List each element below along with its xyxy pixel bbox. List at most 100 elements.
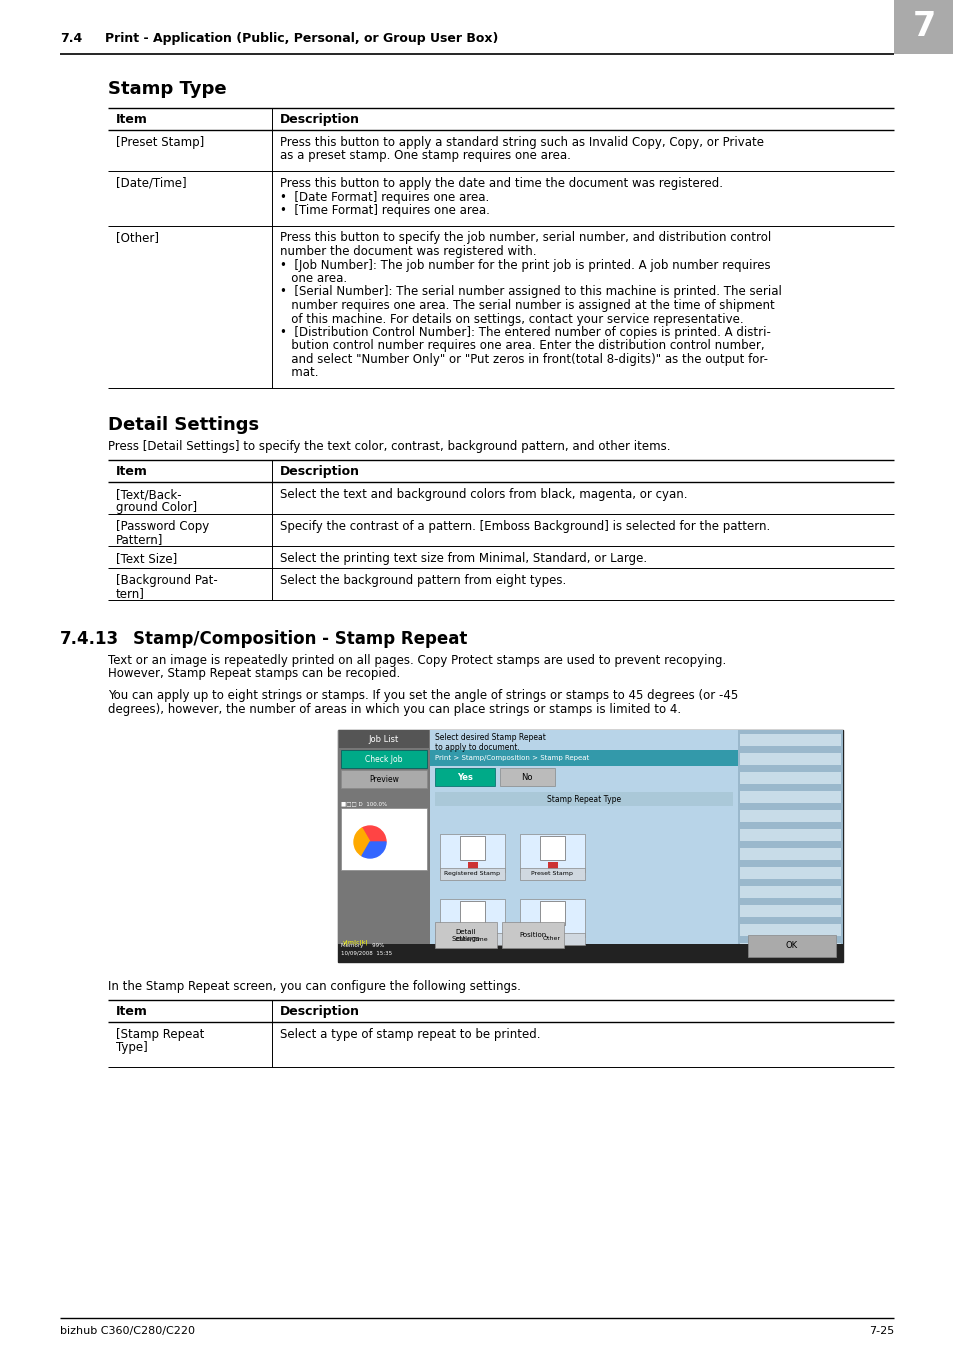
Bar <box>547 863 558 869</box>
Text: Check Job: Check Job <box>365 755 402 764</box>
Text: 10/09/2008  15:35: 10/09/2008 15:35 <box>340 950 392 956</box>
Bar <box>740 886 841 898</box>
Text: mat.: mat. <box>280 366 318 379</box>
Text: Preview: Preview <box>369 775 398 783</box>
Text: However, Stamp Repeat stamps can be recopied.: However, Stamp Repeat stamps can be reco… <box>108 667 400 680</box>
Text: Detail
Settings: Detail Settings <box>451 929 479 941</box>
Bar <box>501 922 563 948</box>
Bar <box>338 730 429 748</box>
Text: bizhub C360/C280/C220: bizhub C360/C280/C220 <box>60 1326 194 1336</box>
Bar <box>740 848 841 860</box>
Text: bution control number requires one area. Enter the distribution control number,: bution control number requires one area.… <box>280 339 763 352</box>
Text: Stamp Type: Stamp Type <box>108 80 227 99</box>
Bar <box>539 900 564 925</box>
Text: [Other]: [Other] <box>116 231 159 244</box>
Bar <box>747 936 835 957</box>
Bar <box>539 836 564 860</box>
Text: •  [Job Number]: The job number for the print job is printed. A job number requi: • [Job Number]: The job number for the p… <box>280 258 770 271</box>
Bar <box>519 868 584 880</box>
Text: [Date/Time]: [Date/Time] <box>116 177 187 190</box>
Text: •  [Distribution Control Number]: The entered number of copies is printed. A dis: • [Distribution Control Number]: The ent… <box>280 325 770 339</box>
Bar <box>738 730 842 963</box>
Text: Description: Description <box>280 113 359 126</box>
Text: Date/Time: Date/Time <box>456 937 488 941</box>
Text: Position: Position <box>518 931 546 938</box>
Text: OK: OK <box>785 941 798 950</box>
Bar <box>468 927 477 936</box>
Text: No: No <box>520 772 532 782</box>
Bar <box>439 933 504 945</box>
Text: Yes: Yes <box>456 772 473 782</box>
Text: [Preset Stamp]: [Preset Stamp] <box>116 136 204 148</box>
Text: [Text Size]: [Text Size] <box>116 552 177 566</box>
Text: Stamp/Composition - Stamp Repeat: Stamp/Composition - Stamp Repeat <box>132 630 467 648</box>
Bar <box>337 730 430 963</box>
Text: of this machine. For details on settings, contact your service representative.: of this machine. For details on settings… <box>280 312 742 325</box>
Text: •  [Date Format] requires one area.: • [Date Format] requires one area. <box>280 190 489 204</box>
Text: degrees), however, the number of areas in which you can place strings or stamps : degrees), however, the number of areas i… <box>108 702 680 716</box>
Text: Select the text and background colors from black, magenta, or cyan.: Select the text and background colors fr… <box>280 487 687 501</box>
Text: Other: Other <box>542 937 560 941</box>
Bar <box>430 751 738 765</box>
Bar <box>337 944 842 963</box>
Text: number requires one area. The serial number is assigned at the time of shipment: number requires one area. The serial num… <box>280 298 774 312</box>
Text: Preset Stamp: Preset Stamp <box>531 872 573 876</box>
Text: [Password Copy: [Password Copy <box>116 520 209 533</box>
Text: y|m|c|k|: y|m|c|k| <box>343 940 368 945</box>
Text: 7-25: 7-25 <box>868 1326 893 1336</box>
Text: Select the printing text size from Minimal, Standard, or Large.: Select the printing text size from Minim… <box>280 552 646 566</box>
Text: one area.: one area. <box>280 271 347 285</box>
Text: ground Color]: ground Color] <box>116 501 197 514</box>
Text: Press this button to apply a standard string such as Invalid Copy, Copy, or Priv: Press this button to apply a standard st… <box>280 136 763 148</box>
Text: Item: Item <box>116 1004 148 1018</box>
Text: as a preset stamp. One stamp requires one area.: as a preset stamp. One stamp requires on… <box>280 150 570 162</box>
Text: tern]: tern] <box>116 587 145 601</box>
Bar <box>439 868 504 880</box>
Text: Type]: Type] <box>116 1041 148 1054</box>
Bar <box>439 834 504 872</box>
Text: In the Stamp Repeat screen, you can configure the following settings.: In the Stamp Repeat screen, you can conf… <box>108 980 520 994</box>
Bar <box>499 768 555 786</box>
Text: [Background Pat-: [Background Pat- <box>116 574 217 587</box>
Bar <box>459 900 484 925</box>
Bar <box>340 809 427 869</box>
Text: Press this button to specify the job number, serial number, and distribution con: Press this button to specify the job num… <box>280 231 770 244</box>
Text: Press [Detail Settings] to specify the text color, contrast, background pattern,: Press [Detail Settings] to specify the t… <box>108 440 670 454</box>
Text: Select a type of stamp repeat to be printed.: Select a type of stamp repeat to be prin… <box>280 1027 540 1041</box>
Bar <box>740 810 841 822</box>
Bar <box>547 927 558 936</box>
Wedge shape <box>361 842 386 859</box>
Text: Registered Stamp: Registered Stamp <box>443 872 499 876</box>
Bar <box>740 772 841 784</box>
Text: Print > Stamp/Composition > Stamp Repeat: Print > Stamp/Composition > Stamp Repeat <box>435 755 589 761</box>
Bar <box>337 730 842 963</box>
Text: Pattern]: Pattern] <box>116 533 163 547</box>
Wedge shape <box>354 828 370 856</box>
Text: Job List: Job List <box>369 734 398 744</box>
Text: 7.4: 7.4 <box>60 32 82 45</box>
Bar <box>340 751 427 768</box>
Text: Press this button to apply the date and time the document was registered.: Press this button to apply the date and … <box>280 177 722 190</box>
Bar <box>893 0 953 54</box>
Text: Item: Item <box>116 113 148 126</box>
Bar <box>519 933 584 945</box>
Bar <box>740 904 841 917</box>
Text: Detail Settings: Detail Settings <box>108 416 259 433</box>
Text: and select "Number Only" or "Put zeros in front(total 8-digits)" as the output f: and select "Number Only" or "Put zeros i… <box>280 352 767 366</box>
Text: Description: Description <box>280 1004 359 1018</box>
Bar <box>740 944 841 954</box>
Text: 7.4.13: 7.4.13 <box>60 630 119 648</box>
Text: to apply to document.: to apply to document. <box>435 744 519 752</box>
Text: number the document was registered with.: number the document was registered with. <box>280 244 536 258</box>
Bar <box>435 922 497 948</box>
Text: •  [Time Format] requires one area.: • [Time Format] requires one area. <box>280 204 489 217</box>
Bar <box>740 791 841 803</box>
Bar <box>740 734 841 747</box>
Bar <box>468 863 477 869</box>
Bar <box>740 753 841 765</box>
Text: Item: Item <box>116 464 148 478</box>
Bar <box>459 836 484 860</box>
Text: Description: Description <box>280 464 359 478</box>
Text: Text or an image is repeatedly printed on all pages. Copy Protect stamps are use: Text or an image is repeatedly printed o… <box>108 653 725 667</box>
Bar <box>740 867 841 879</box>
